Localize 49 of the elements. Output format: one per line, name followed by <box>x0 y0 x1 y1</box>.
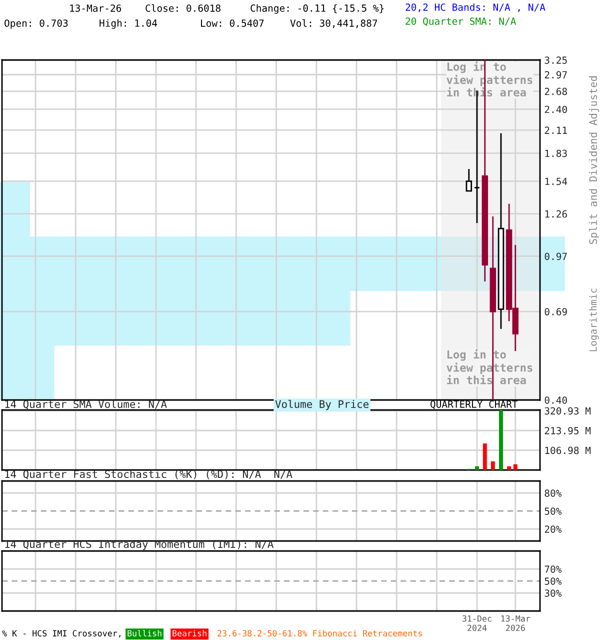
y-tick-label: 2.97 <box>544 71 567 78</box>
text: 13-Mar-26 <box>70 4 122 12</box>
text: 20 Quarter SMA: N/A <box>406 17 516 26</box>
text: Vol: 30,441,887 <box>290 19 378 28</box>
text: % K - HCS IMI Crossover, <box>2 630 120 638</box>
text: Close: 0.6018 <box>146 4 220 12</box>
text: 20,2 HC Bands: N/A , N/A <box>406 3 546 12</box>
text: Volume By Price <box>275 400 368 410</box>
text: 23.6-38.2-50-61.8% Fibonacci Retracements <box>218 630 422 636</box>
y-tick-label: 0.40 <box>544 396 567 404</box>
bar <box>513 464 518 470</box>
candlestick <box>466 168 472 192</box>
text: Logarithmic <box>589 288 599 352</box>
text: Low: 0.5407 <box>201 19 264 27</box>
y-tick-label: 80% <box>544 490 562 497</box>
text: High: 1.04 <box>100 19 158 29</box>
bar <box>499 410 503 470</box>
chart-title: 14 Quarter Fast Stochastic (%K) (%D): N/A N/A <box>5 470 292 480</box>
bar <box>475 466 479 470</box>
y-tick-label: 1.26 <box>545 210 567 218</box>
y-tick-label: 50% <box>544 578 562 585</box>
text: Change: -0.11 {-15.5 %} <box>250 4 384 14</box>
x-tick-label: 31-Dec 2024 <box>462 615 492 632</box>
text: Bullish <box>128 630 162 636</box>
y-tick-label: 2.40 <box>544 106 567 114</box>
y-tick-label: 320.93 M <box>544 407 591 415</box>
y-tick-label: 106.98 M <box>545 446 591 454</box>
y-axis-title: Split and Dividend Adjusted <box>588 76 600 244</box>
y-tick-label: 1.54 <box>545 178 568 186</box>
y-tick-label: 30% <box>544 590 562 597</box>
chart-title: 14 Quarter SMA Volume: N/A <box>5 400 167 410</box>
y-tick-label: 3.25 <box>544 56 567 64</box>
y-tick-label: 70% <box>544 566 562 573</box>
bar <box>482 443 487 470</box>
y-tick-label: 2.68 <box>544 88 567 96</box>
y-tick-label: 20% <box>544 526 562 533</box>
text: Open: 0.703 <box>4 19 68 29</box>
y-tick-label: 2.11 <box>544 126 567 134</box>
y-tick-label: 1.83 <box>545 150 567 158</box>
bar <box>490 461 495 470</box>
x-tick-label: 13-Mar 2026 <box>501 615 530 632</box>
y-tick-label: 0.97 <box>544 252 567 260</box>
text: QUARTERLY CHART <box>430 400 518 409</box>
y-tick-label: 213.95 M <box>544 427 591 434</box>
y-tick-label: 0.69 <box>544 308 567 316</box>
chart-title: 14 Quarter HCS Intraday Momentum (IMI): N/A <box>5 540 274 550</box>
bar <box>507 466 512 470</box>
text: Bearish <box>172 630 206 636</box>
y-tick-label: 50% <box>544 508 562 515</box>
